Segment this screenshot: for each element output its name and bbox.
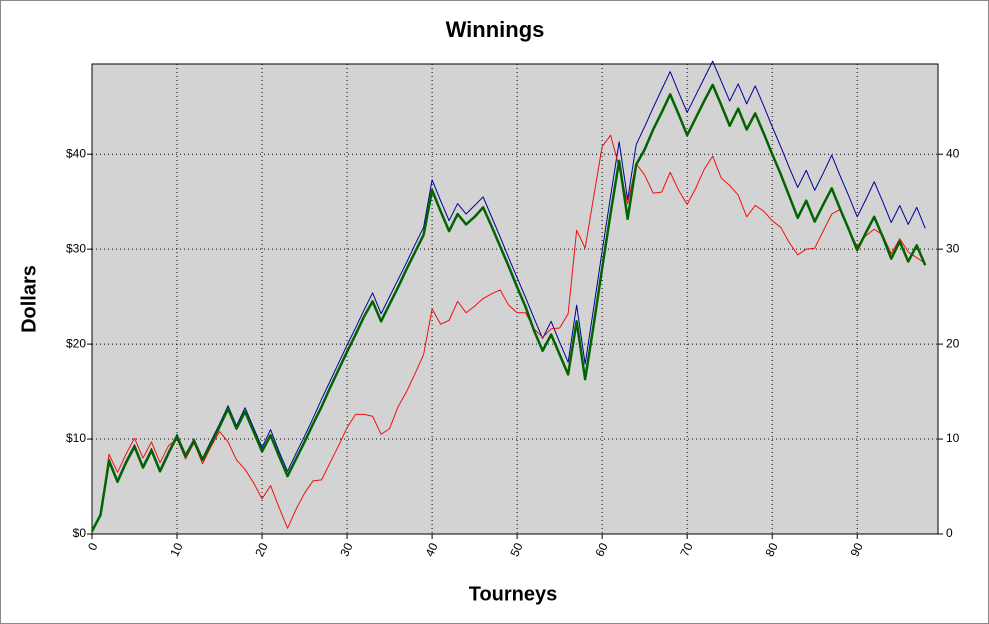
series-line xyxy=(91,134,926,532)
x-tick-label: 70 xyxy=(677,540,695,558)
y-tick-label: $30 xyxy=(66,241,86,255)
y-tick-label: $10 xyxy=(66,431,86,445)
x-tick-label: 40 xyxy=(422,540,440,558)
y2-tick-label: 30 xyxy=(946,241,960,255)
plot-area xyxy=(91,63,939,535)
y2-tick-label: 10 xyxy=(946,431,960,445)
x-tick-label: 80 xyxy=(762,540,780,558)
y2-tick-label: 0 xyxy=(946,526,953,540)
y-tick-label: $40 xyxy=(66,146,86,160)
y2-tick-label: 20 xyxy=(946,336,960,350)
x-tick-label: 20 xyxy=(252,540,270,558)
x-tick-label: 50 xyxy=(507,540,525,558)
x-axis-label: Tourneys xyxy=(469,583,558,605)
x-tick-label: 90 xyxy=(847,540,865,558)
x-tick-label: 10 xyxy=(167,540,185,558)
x-tick-label: 30 xyxy=(337,540,355,558)
y-axis-label: Dollars xyxy=(18,265,40,333)
chart-title: Winnings xyxy=(446,17,545,42)
y-tick-label: $0 xyxy=(73,526,87,540)
y2-tick-label: 40 xyxy=(946,146,960,160)
x-tick-label: 60 xyxy=(592,540,610,558)
y-tick-label: $20 xyxy=(66,336,86,350)
series-line xyxy=(90,83,927,532)
